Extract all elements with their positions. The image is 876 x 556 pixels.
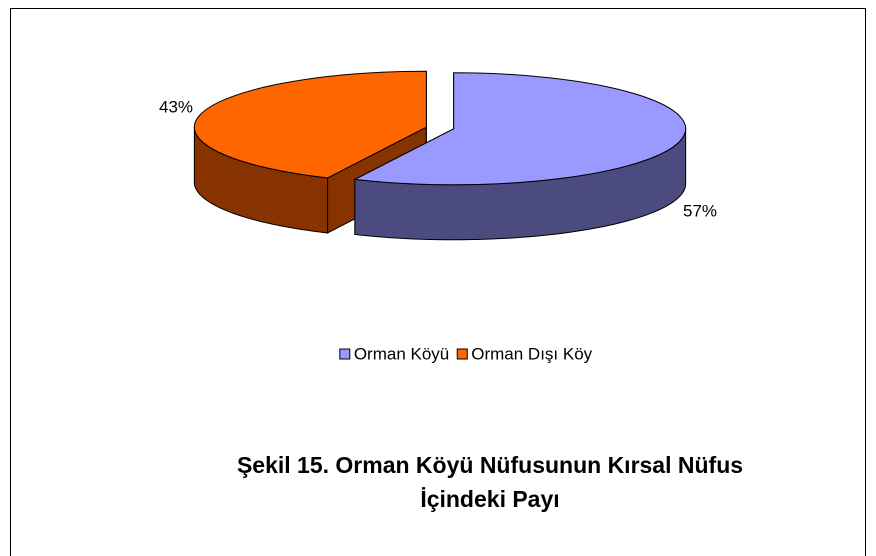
data-label: 57% [683, 201, 717, 220]
slice-top [193, 70, 427, 179]
legend-swatch [339, 348, 351, 360]
legend-label: Orman Köyü [354, 344, 449, 363]
legend-label: Orman Dışı Köy [471, 344, 592, 363]
data-label: 43% [159, 97, 193, 116]
chart-frame [10, 8, 866, 556]
legend-swatch [456, 348, 468, 360]
slice-top [353, 72, 687, 186]
chart-title: Şekil 15. Orman Köyü Nüfusunun Kırsal Nü… [236, 452, 744, 512]
